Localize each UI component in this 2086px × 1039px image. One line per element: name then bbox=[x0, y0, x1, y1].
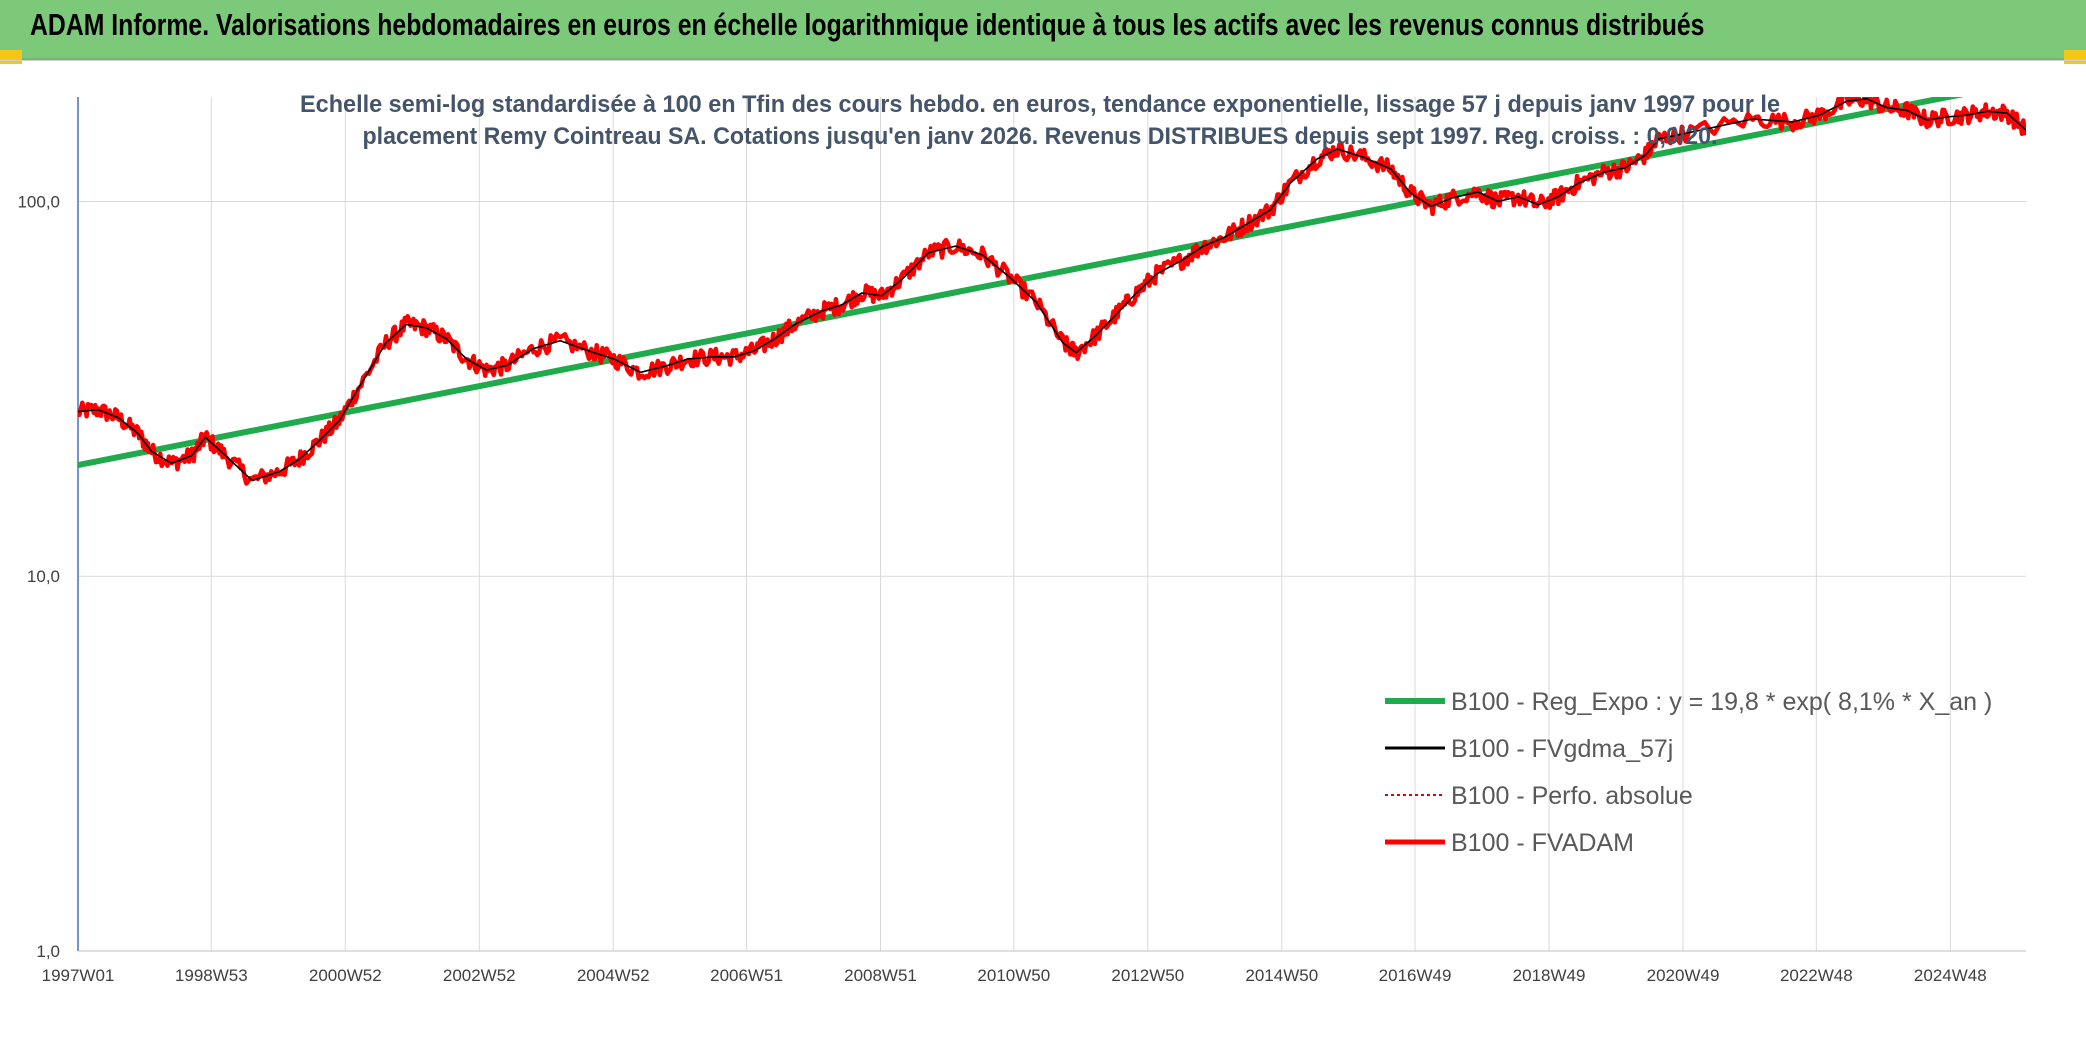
x-tick-label-14: 2024W48 bbox=[1914, 966, 1987, 985]
x-tick-label-4: 2004W52 bbox=[577, 966, 650, 985]
x-tick-label-7: 2010W50 bbox=[977, 966, 1050, 985]
legend: B100 - Reg_Expo : y = 19,8 * exp( 8,1% *… bbox=[1385, 688, 1992, 857]
log-line-chart: Echelle semi-log standardisée à 100 en T… bbox=[17, 91, 2026, 985]
y-tick-label-0: 1,0 bbox=[36, 942, 60, 961]
series-fvgdma-line bbox=[78, 97, 2026, 482]
grid bbox=[77, 97, 2026, 952]
x-tick-label-11: 2018W49 bbox=[1513, 966, 1586, 985]
x-tick-label-0: 1997W01 bbox=[42, 966, 115, 985]
x-tick-label-3: 2002W52 bbox=[443, 966, 516, 985]
legend-label-fvadam: B100 - FVADAM bbox=[1451, 829, 1634, 857]
legend-label-smoothed: B100 - FVgdma_57j bbox=[1451, 735, 1673, 763]
chart-area: Echelle semi-log standardisée à 100 en T… bbox=[0, 60, 2086, 1033]
header-bar: ADAM Informe. Valorisations hebdomadaire… bbox=[0, 0, 2086, 60]
legend-label-regression: B100 - Reg_Expo : y = 19,8 * exp( 8,1% *… bbox=[1451, 688, 1992, 716]
x-tick-label-5: 2006W51 bbox=[710, 966, 783, 985]
series-fvadam-line bbox=[78, 97, 2026, 486]
x-tick-label-1: 1998W53 bbox=[175, 966, 248, 985]
chart-subtitle-line2: placement Remy Cointreau SA. Cotations j… bbox=[363, 123, 1718, 150]
x-tick-label-2: 2000W52 bbox=[309, 966, 382, 985]
x-tick-label-13: 2022W48 bbox=[1780, 966, 1853, 985]
x-tick-label-12: 2020W49 bbox=[1647, 966, 1720, 985]
y-tick-label-1: 10,0 bbox=[27, 567, 60, 586]
x-tick-labels: 1997W01 1998W53 2000W52 2002W52 2004W52 2006W… bbox=[42, 966, 1987, 985]
page-title: ADAM Informe. Valorisations hebdomadaire… bbox=[30, 7, 1705, 42]
x-tick-label-8: 2012W50 bbox=[1111, 966, 1184, 985]
y-tick-label-2: 100,0 bbox=[17, 192, 60, 211]
series-regression-line bbox=[78, 97, 1964, 469]
chart-subtitle-line1: Echelle semi-log standardisée à 100 en T… bbox=[300, 91, 1780, 118]
x-tick-label-10: 2016W49 bbox=[1379, 966, 1452, 985]
series-layer bbox=[78, 97, 2026, 486]
x-tick-label-6: 2008W51 bbox=[844, 966, 917, 985]
x-tick-label-9: 2014W50 bbox=[1245, 966, 1318, 985]
y-tick-labels: 1,0 10,0 100,0 bbox=[17, 192, 60, 961]
legend-label-perf: B100 - Perfo. absolue bbox=[1451, 782, 1693, 810]
axes bbox=[77, 97, 2026, 952]
